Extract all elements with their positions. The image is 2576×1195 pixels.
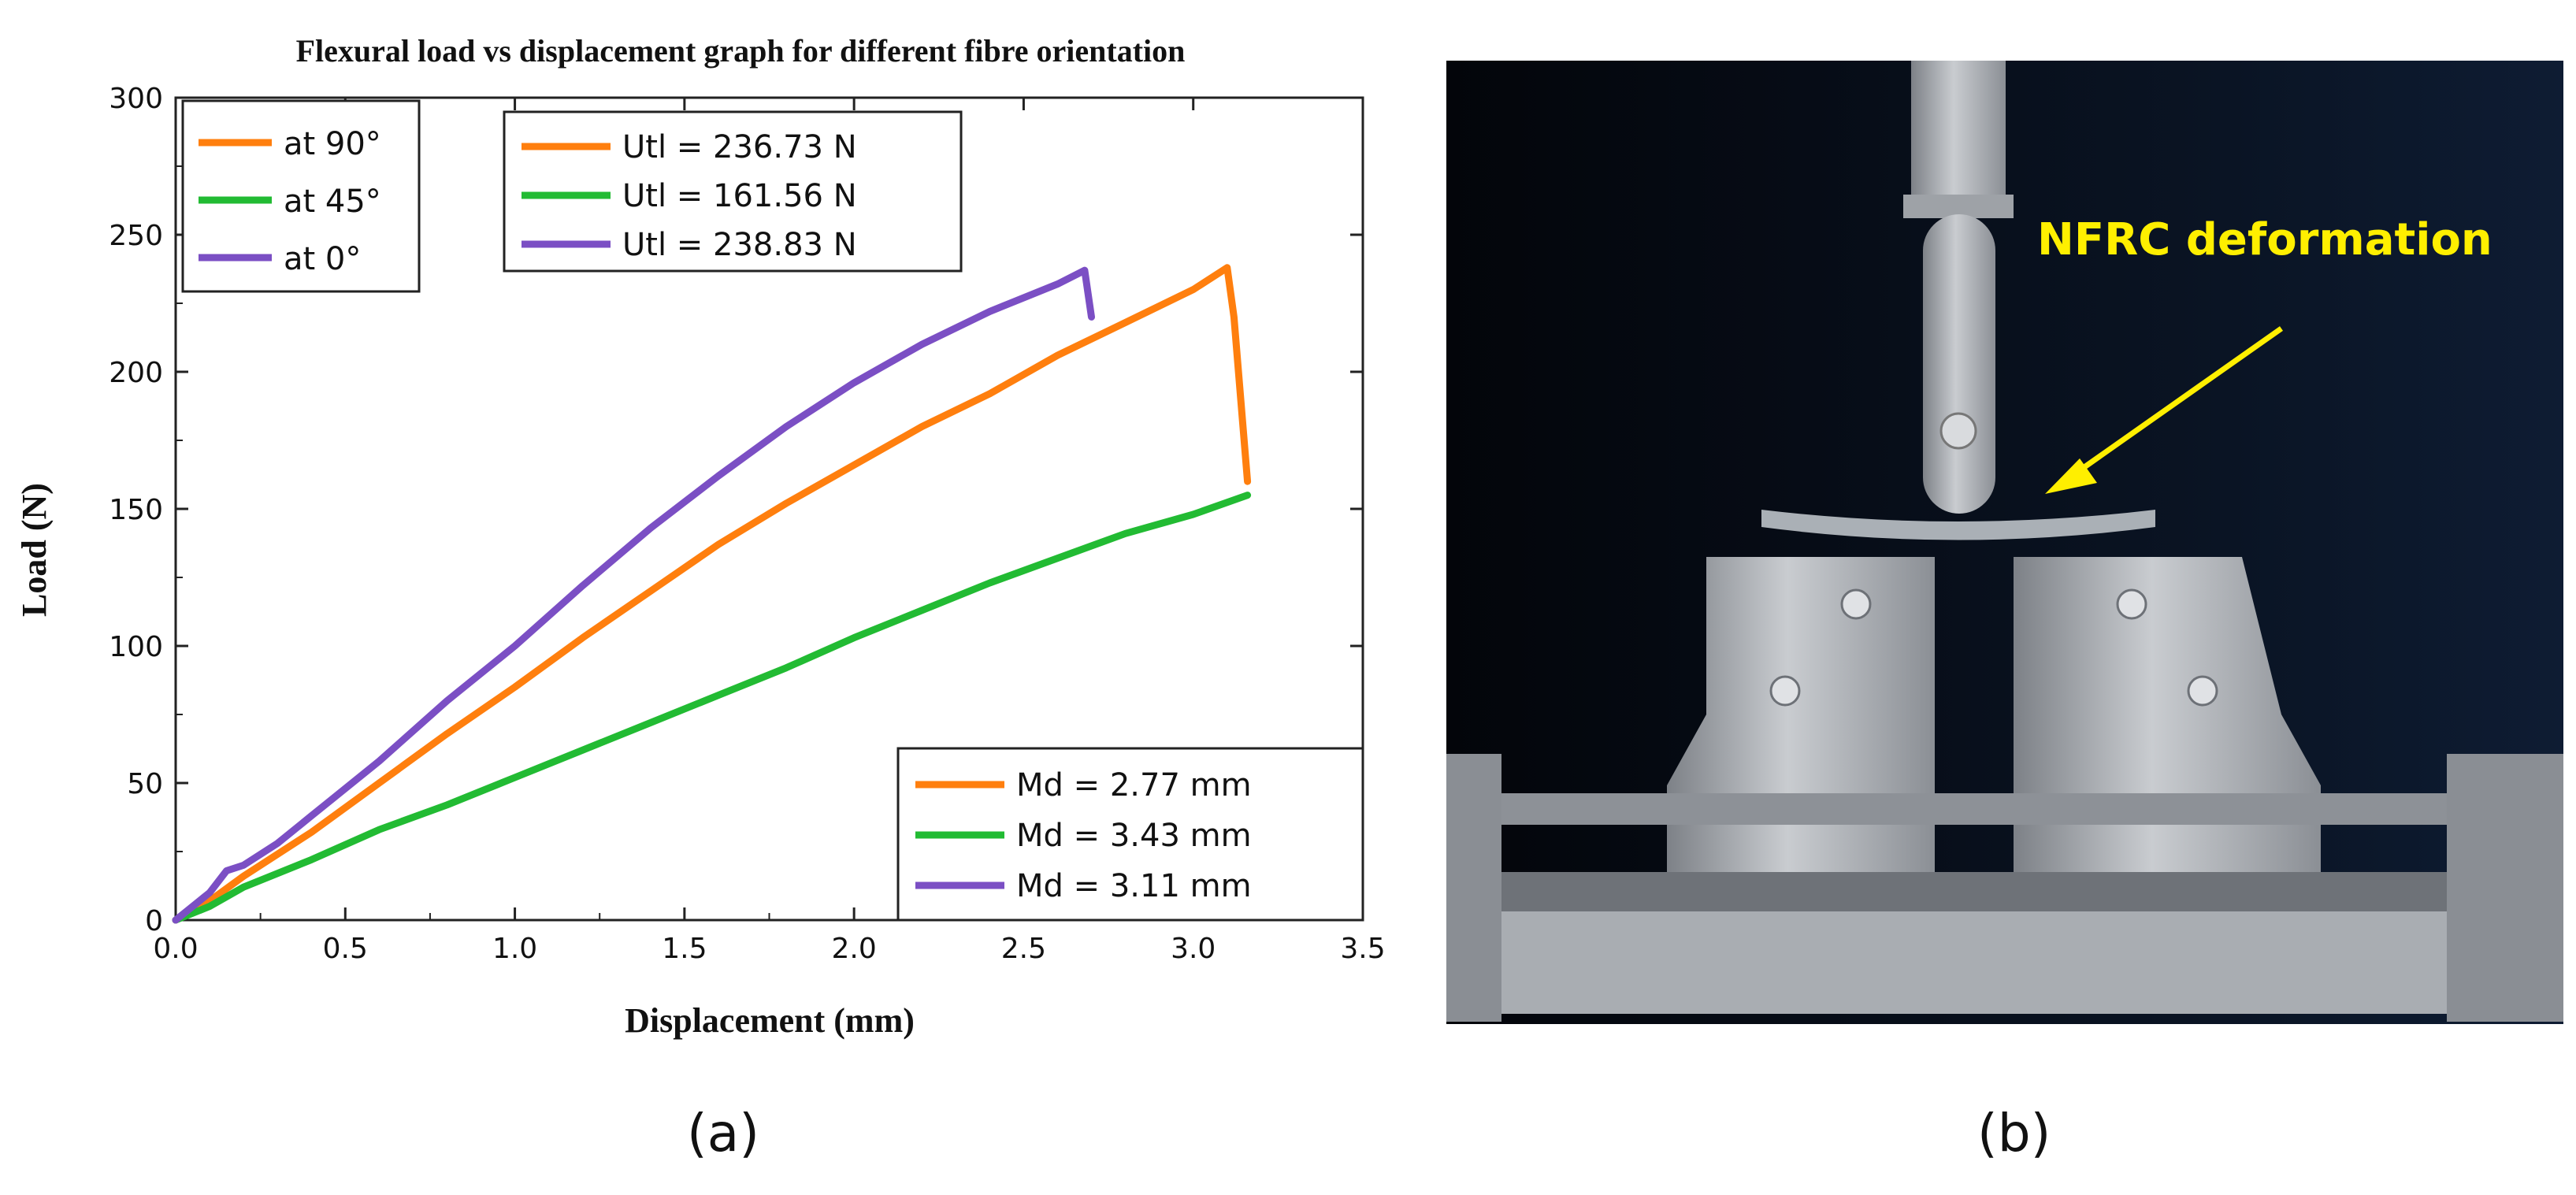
legend-entry: Md = 3.11 mm bbox=[1016, 868, 1252, 904]
data-point bbox=[580, 748, 585, 753]
data-point bbox=[173, 918, 178, 922]
data-point bbox=[241, 863, 247, 868]
data-point bbox=[1089, 314, 1094, 320]
data-point bbox=[444, 802, 450, 807]
legend-entry: Utl = 161.56 N bbox=[622, 178, 857, 214]
data-point bbox=[919, 607, 925, 613]
x-tick-label: 1.5 bbox=[662, 933, 707, 965]
y-tick-label: 250 bbox=[109, 220, 163, 252]
y-tick-label: 200 bbox=[109, 357, 163, 389]
data-point bbox=[648, 525, 653, 531]
legend-entry: at 45° bbox=[284, 184, 381, 220]
x-tick-label: 0.5 bbox=[323, 933, 368, 965]
data-point bbox=[715, 542, 721, 547]
data-point bbox=[1231, 314, 1237, 320]
data-point bbox=[275, 841, 280, 846]
data-point bbox=[224, 868, 229, 874]
data-point bbox=[1224, 265, 1230, 270]
data-point bbox=[1123, 531, 1128, 536]
data-point bbox=[1245, 492, 1250, 498]
y-tick-label: 50 bbox=[127, 768, 163, 800]
data-point bbox=[919, 424, 925, 429]
x-axis-label: Displacement (mm) bbox=[625, 1001, 915, 1040]
series-line-0 bbox=[172, 264, 1252, 924]
data-point bbox=[987, 309, 993, 314]
photo-annotation: NFRC deformation bbox=[2037, 214, 2492, 265]
data-point bbox=[987, 391, 993, 396]
data-point bbox=[784, 501, 789, 507]
caption-panel-a: (a) bbox=[687, 1103, 759, 1163]
data-point bbox=[512, 644, 518, 648]
data-point bbox=[784, 665, 789, 670]
data-point bbox=[852, 380, 857, 385]
data-point bbox=[580, 583, 585, 588]
data-point bbox=[377, 781, 382, 785]
data-point bbox=[715, 473, 721, 479]
data-point bbox=[512, 685, 518, 690]
series-line-1 bbox=[172, 492, 1252, 924]
data-point bbox=[444, 731, 450, 737]
data-point bbox=[1245, 479, 1250, 484]
legend-entry: Utl = 238.83 N bbox=[622, 227, 857, 263]
y-axis-label: Load (N) bbox=[15, 483, 54, 617]
y-tick-label: 100 bbox=[109, 631, 163, 663]
data-point bbox=[241, 874, 247, 879]
data-point bbox=[852, 635, 857, 640]
x-tick-label: 2.5 bbox=[1001, 933, 1046, 965]
x-tick-label: 0.0 bbox=[153, 933, 198, 965]
x-tick-label: 1.0 bbox=[492, 933, 537, 965]
data-point bbox=[309, 813, 314, 818]
legend-orientation: at 90° at 45° at 0° bbox=[181, 99, 421, 293]
data-point bbox=[512, 775, 518, 781]
data-point bbox=[580, 635, 585, 640]
y-tick-label: 300 bbox=[109, 83, 163, 115]
x-tick-label: 2.0 bbox=[832, 933, 877, 965]
legend-entry: at 0° bbox=[284, 241, 361, 277]
data-point bbox=[1055, 353, 1060, 358]
legend-entry: Md = 3.43 mm bbox=[1016, 818, 1252, 854]
x-tick-label: 3.5 bbox=[1340, 933, 1385, 965]
data-point bbox=[648, 588, 653, 594]
data-point bbox=[648, 720, 653, 726]
flexural-test-photo: NFRC deformation bbox=[1446, 61, 2563, 1024]
x-tick-label: 3.0 bbox=[1171, 933, 1216, 965]
chart-title: Flexural load vs displacement graph for … bbox=[296, 33, 1186, 69]
data-point bbox=[207, 904, 213, 909]
data-point bbox=[444, 698, 450, 703]
data-point bbox=[309, 857, 314, 863]
legend-entry: at 90° bbox=[284, 126, 381, 162]
data-point bbox=[852, 462, 857, 468]
legend-entry: Md = 2.77 mm bbox=[1016, 767, 1252, 803]
data-point bbox=[1082, 268, 1087, 273]
data-point bbox=[377, 759, 382, 764]
data-point bbox=[715, 692, 721, 698]
data-point bbox=[1055, 281, 1060, 287]
data-point bbox=[784, 424, 789, 429]
data-point bbox=[377, 827, 382, 833]
data-point bbox=[1190, 287, 1196, 292]
y-tick-label: 0 bbox=[145, 905, 163, 937]
data-point bbox=[987, 580, 993, 585]
data-point bbox=[241, 885, 247, 890]
data-point bbox=[343, 785, 348, 791]
data-point bbox=[919, 342, 925, 347]
data-point bbox=[1190, 511, 1196, 517]
legend-entry: Utl = 236.73 N bbox=[622, 129, 857, 165]
data-point bbox=[309, 829, 314, 835]
series-line-2 bbox=[172, 266, 1095, 924]
legend-ultimate-load: Utl = 236.73 N Utl = 161.56 N Utl = 238.… bbox=[503, 110, 963, 273]
legend-max-displacement: Md = 2.77 mm Md = 3.43 mm Md = 3.11 mm bbox=[896, 747, 1364, 922]
y-tick-label: 150 bbox=[109, 494, 163, 526]
data-point bbox=[207, 890, 213, 896]
data-point bbox=[1123, 320, 1128, 325]
data-point bbox=[1055, 555, 1060, 561]
caption-panel-b: (b) bbox=[1977, 1103, 2051, 1163]
flexural-chart: Flexural load vs displacement graph for … bbox=[15, 33, 1386, 1040]
